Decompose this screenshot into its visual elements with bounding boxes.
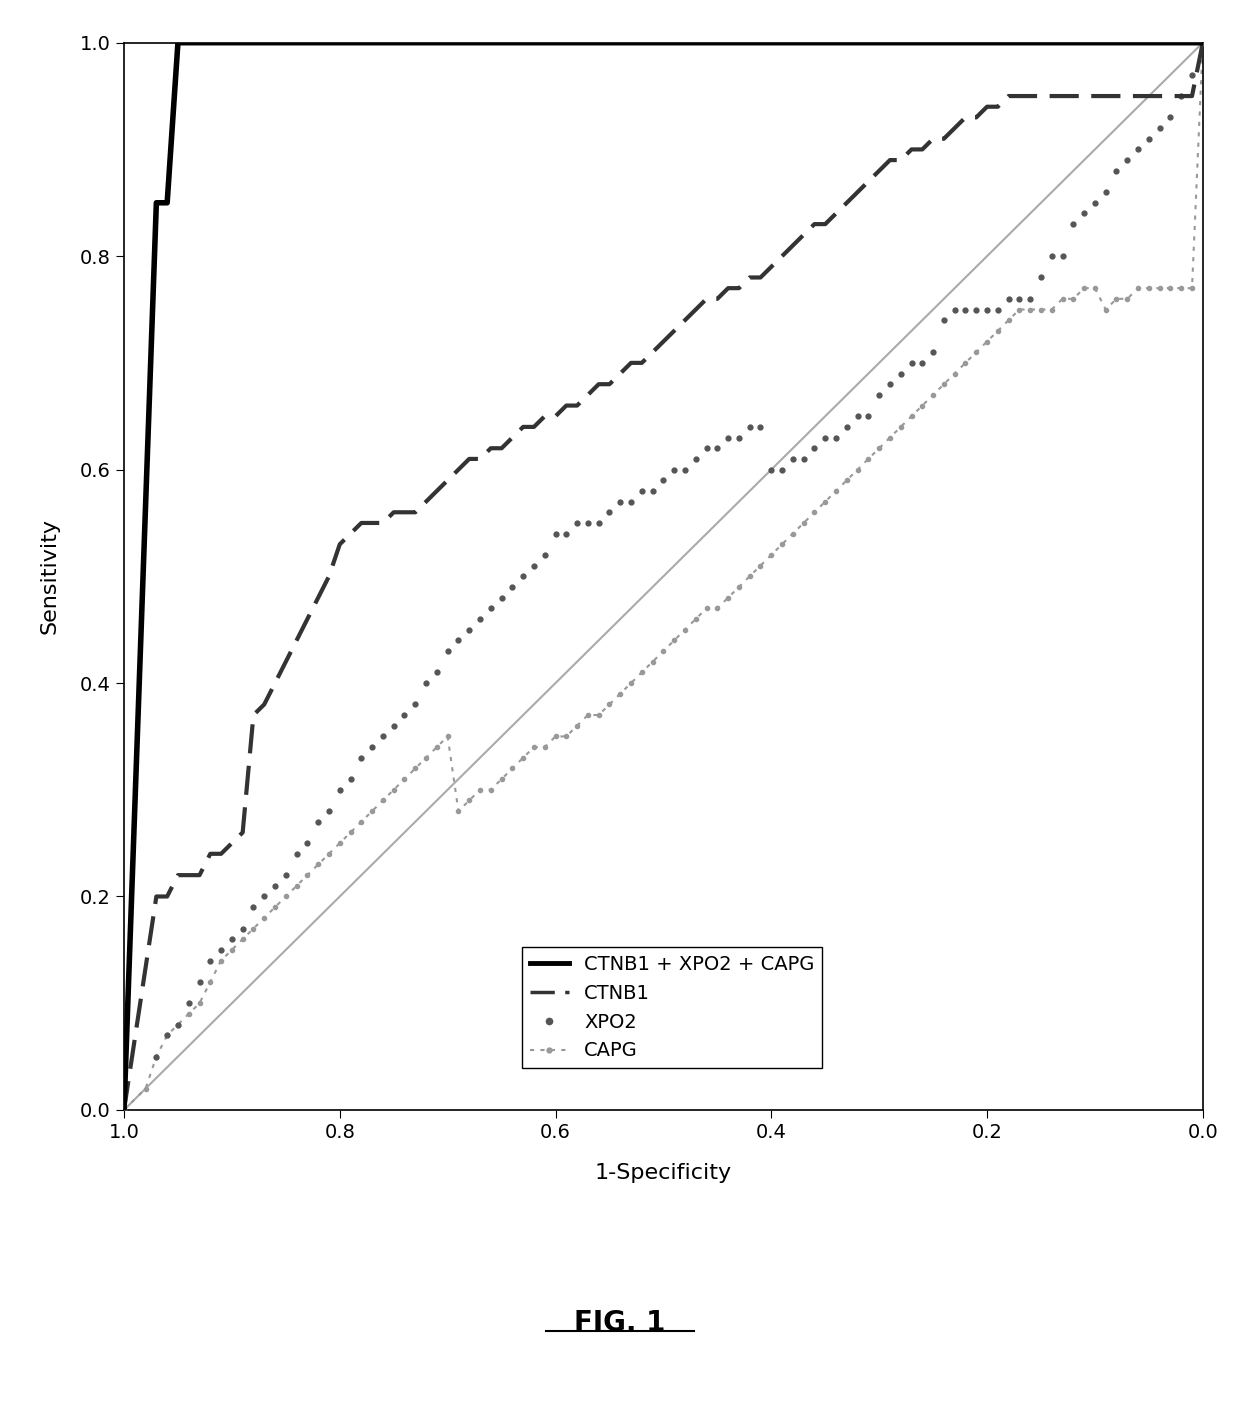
CAPG: [376, 791, 391, 808]
Line: XPO2: XPO2: [119, 38, 1208, 1114]
CTNB1: [645, 344, 660, 361]
XPO2: [387, 717, 402, 734]
X-axis label: 1-Specificity: 1-Specificity: [595, 1163, 732, 1183]
CTNB1 + XPO2 + CAPG: [720, 34, 735, 51]
CAPG: [677, 620, 692, 638]
Line: CTNB1 + XPO2 + CAPG: CTNB1 + XPO2 + CAPG: [124, 43, 1203, 1110]
CAPG: [1195, 34, 1210, 51]
Line: CTNB1: CTNB1: [124, 43, 1203, 1110]
CTNB1 + XPO2 + CAPG: [1184, 34, 1199, 51]
Line: CAPG: CAPG: [120, 38, 1207, 1114]
CTNB1 + XPO2 + CAPG: [743, 34, 758, 51]
Y-axis label: Sensitivity: Sensitivity: [40, 518, 60, 635]
CAPG: [117, 1101, 131, 1118]
CTNB1: [213, 845, 228, 862]
Text: FIG. 1: FIG. 1: [574, 1309, 666, 1338]
CTNB1: [732, 279, 746, 297]
XPO2: [699, 440, 714, 457]
CTNB1: [236, 824, 250, 841]
CTNB1: [117, 1101, 131, 1118]
CTNB1: [1195, 34, 1210, 51]
CAPG: [332, 834, 347, 851]
CTNB1 + XPO2 + CAPG: [1195, 34, 1210, 51]
CTNB1 + XPO2 + CAPG: [117, 1101, 131, 1118]
CTNB1: [947, 120, 962, 137]
CAPG: [764, 546, 779, 564]
XPO2: [117, 1101, 131, 1118]
XPO2: [419, 675, 434, 692]
XPO2: [461, 620, 476, 638]
CTNB1: [807, 215, 822, 232]
CAPG: [1109, 290, 1123, 307]
CTNB1 + XPO2 + CAPG: [1001, 34, 1016, 51]
Legend: CTNB1 + XPO2 + CAPG, CTNB1, XPO2, CAPG: CTNB1 + XPO2 + CAPG, CTNB1, XPO2, CAPG: [522, 948, 822, 1069]
CTNB1 + XPO2 + CAPG: [171, 34, 186, 51]
XPO2: [968, 302, 983, 319]
CAPG: [1141, 279, 1156, 297]
CTNB1 + XPO2 + CAPG: [851, 34, 866, 51]
CTNB1 + XPO2 + CAPG: [872, 34, 887, 51]
XPO2: [667, 461, 682, 478]
XPO2: [1195, 34, 1210, 51]
